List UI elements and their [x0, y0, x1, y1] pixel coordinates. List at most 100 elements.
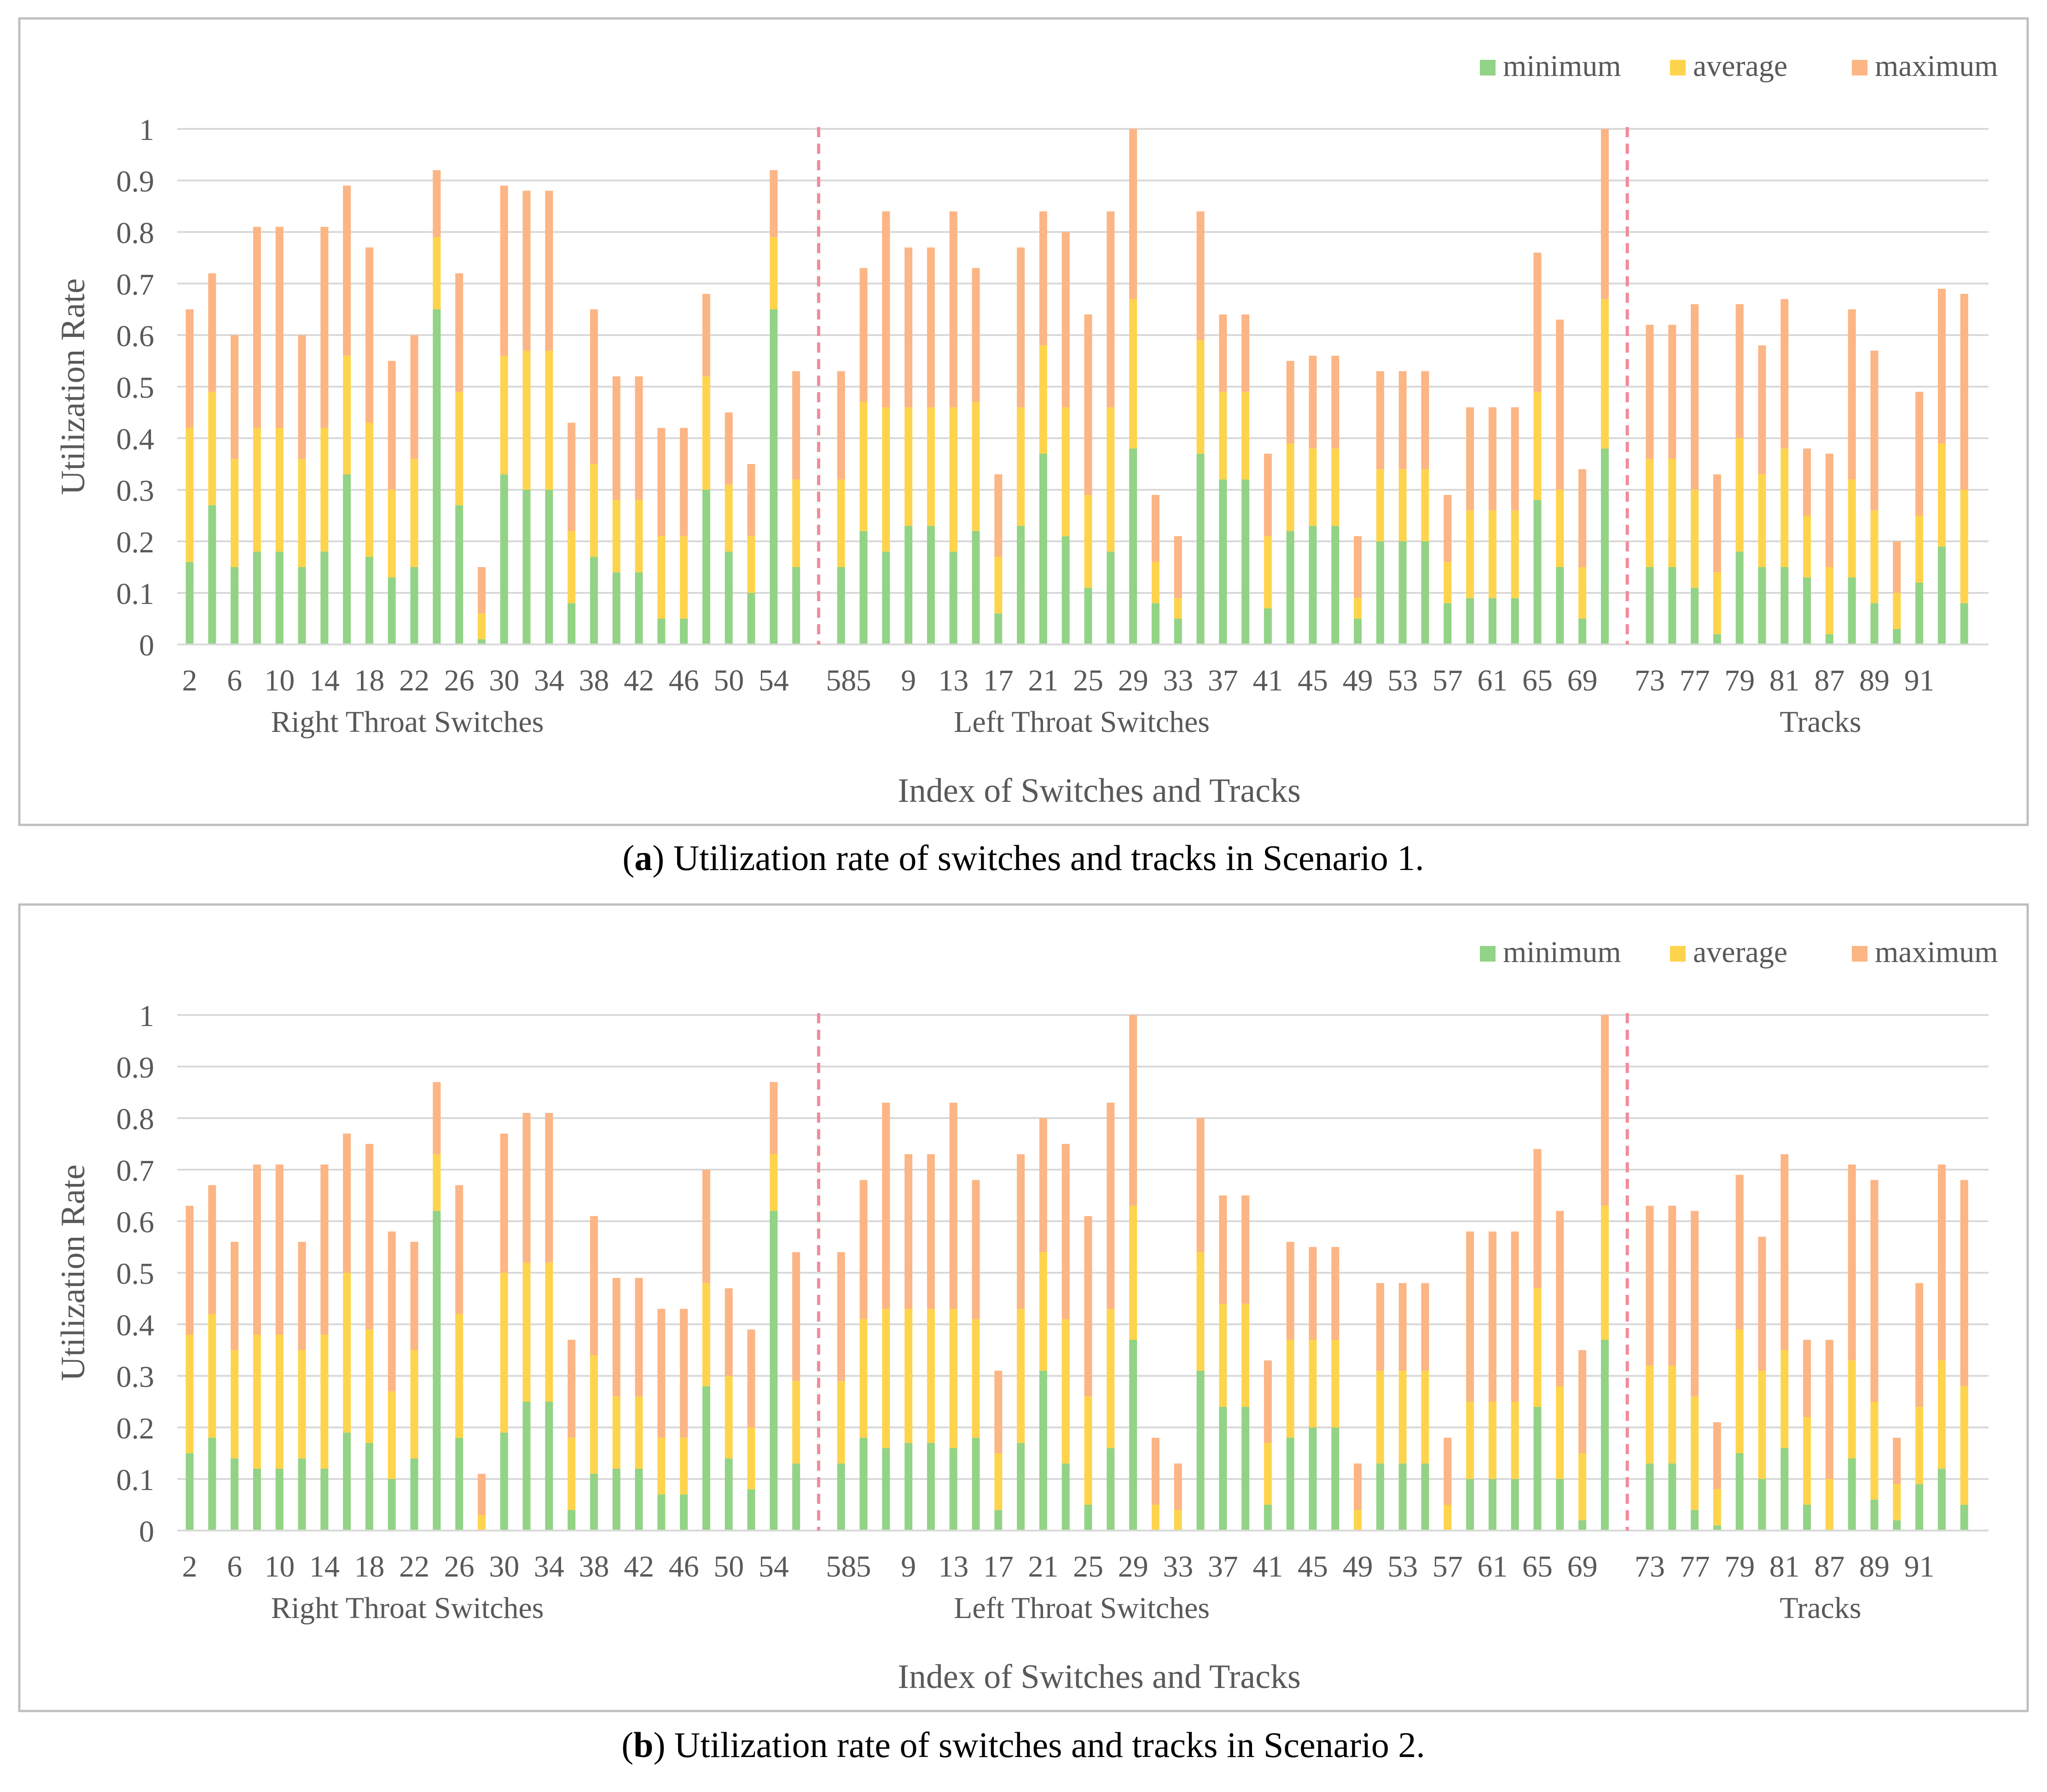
x-tick-label: 45	[1298, 1550, 1328, 1583]
bar-average	[590, 464, 598, 557]
bar-average	[1758, 474, 1766, 567]
bar-maximum	[1691, 304, 1699, 490]
bar-average	[208, 392, 216, 505]
bar-maximum	[343, 1133, 351, 1273]
bar-minimum	[1848, 577, 1856, 644]
bar-maximum	[612, 376, 620, 500]
x-tick-label: 81	[1769, 1550, 1800, 1583]
bar-minimum	[186, 1453, 194, 1531]
bar-minimum	[725, 1458, 733, 1531]
bar-maximum	[1511, 1231, 1519, 1402]
y-tick-label: 0.2	[116, 1412, 155, 1445]
bar-maximum	[1960, 294, 1968, 490]
bar-minimum	[1646, 1463, 1654, 1531]
bar-minimum	[702, 1386, 710, 1531]
x-tick-label: 9	[901, 1550, 916, 1583]
bar-maximum	[1668, 325, 1676, 459]
x-tick-label: 33	[1163, 1550, 1193, 1583]
bar-average	[1960, 1386, 1968, 1505]
bar-minimum	[1893, 629, 1901, 644]
bar-minimum	[590, 1473, 598, 1531]
bar-maximum	[635, 1278, 643, 1397]
bar-average	[792, 479, 800, 567]
bar-maximum	[522, 1113, 531, 1263]
x-tick-label: 42	[624, 1550, 654, 1583]
x-tick-label: 18	[354, 664, 384, 697]
bar-maximum	[1376, 371, 1384, 470]
bar-minimum	[1713, 1525, 1721, 1531]
bar-average	[927, 407, 935, 526]
bar-average	[949, 407, 957, 552]
bar-minimum	[365, 1443, 373, 1531]
bar-maximum	[1668, 1206, 1676, 1366]
bar-maximum	[1488, 407, 1496, 510]
bar-minimum	[657, 619, 666, 644]
bar-maximum	[1713, 474, 1721, 573]
figure-caption: (b) Utilization rate of switches and tra…	[621, 1725, 1425, 1765]
bar-average	[702, 1283, 710, 1386]
x-tick-label: 22	[399, 664, 429, 697]
bar-average	[859, 1319, 868, 1438]
bar-minimum	[1488, 598, 1496, 644]
bar-maximum	[1084, 1216, 1092, 1397]
bar-maximum	[1803, 448, 1811, 516]
bar-average	[1196, 340, 1205, 454]
y-tick-label: 0.9	[116, 165, 155, 198]
bar-minimum	[1107, 1448, 1115, 1531]
x-tick-label: 89	[1859, 664, 1890, 697]
bar-maximum	[1174, 536, 1182, 598]
x-tick-label: 42	[624, 664, 654, 697]
bar-minimum	[186, 562, 194, 644]
x-tick-label: 69	[1567, 664, 1598, 697]
bar-maximum	[477, 1473, 486, 1515]
x-tick-label: 41	[1253, 1550, 1283, 1583]
bar-minimum	[680, 1494, 688, 1531]
legend-swatch-minimum	[1480, 60, 1496, 75]
bar-maximum	[657, 1309, 666, 1438]
bar-maximum	[1354, 1463, 1362, 1510]
bar-maximum	[253, 226, 261, 428]
bar-average	[1129, 1206, 1137, 1340]
chart-panel-b: 0 0.1 0.2 0.3 0.4 0.5 0.6 0.7 0.8 0.9 1 Utilization…	[18, 903, 2029, 1712]
bar-average	[522, 350, 531, 490]
bar-average	[1556, 1386, 1564, 1479]
bar-average	[1309, 448, 1317, 526]
bar-minimum	[568, 603, 576, 644]
bar-minimum	[365, 557, 373, 644]
bar-minimum	[298, 567, 306, 644]
group-label: Tracks	[1780, 705, 1861, 739]
bar-average	[590, 1355, 598, 1474]
x-tick-label: 46	[669, 1550, 699, 1583]
x-tick-label: 37	[1208, 664, 1238, 697]
x-tick-label: 58	[826, 664, 856, 697]
bar-maximum	[1870, 1180, 1879, 1402]
bar-minimum	[1219, 479, 1227, 644]
bar-maximum	[1825, 1340, 1833, 1479]
bar-maximum	[1398, 1283, 1407, 1371]
bar-maximum	[1780, 299, 1789, 449]
bar-maximum	[747, 464, 755, 536]
bar-minimum	[1691, 1510, 1699, 1531]
bar-maximum	[545, 1113, 553, 1263]
bar-maximum	[1219, 314, 1227, 392]
bar-maximum	[500, 1133, 508, 1273]
bar-maximum	[1241, 1195, 1250, 1304]
bar-average	[1331, 1340, 1340, 1427]
bar-maximum	[500, 186, 508, 356]
bar-minimum	[343, 474, 351, 644]
y-tick-label: 0.5	[116, 1257, 155, 1291]
bar-minimum	[972, 1438, 980, 1531]
bar-minimum	[320, 551, 329, 644]
bar-minimum	[343, 1432, 351, 1531]
bar-maximum	[927, 1154, 935, 1309]
bar-minimum	[1600, 448, 1609, 644]
bar-average	[1735, 438, 1744, 552]
bar-maximum	[1264, 1360, 1272, 1443]
bar-minimum	[1600, 1340, 1609, 1531]
bar-maximum	[972, 1180, 980, 1319]
bar-minimum	[725, 551, 733, 644]
bar-maximum	[1735, 1175, 1744, 1330]
bar-maximum	[455, 1185, 464, 1314]
bar-average	[1915, 1407, 1924, 1485]
bar-average	[388, 490, 396, 578]
